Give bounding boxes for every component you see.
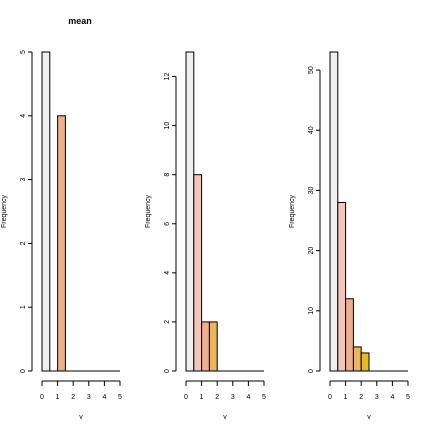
histogram-bar xyxy=(201,321,210,372)
x-tick-label: 2 xyxy=(71,394,75,401)
x-tick-label: 5 xyxy=(262,394,266,401)
histogram-bar xyxy=(352,346,362,372)
y-tick-label: 10 xyxy=(308,307,315,315)
histogram-bar xyxy=(360,352,370,372)
y-tick-label: 3 xyxy=(20,178,27,182)
x-tick-label: 3 xyxy=(231,394,235,401)
y-axis-label: Frequency xyxy=(289,194,296,228)
x-tick-label: 1 xyxy=(200,394,204,401)
y-tick-label: 50 xyxy=(308,66,315,74)
histogram-bar xyxy=(345,298,354,372)
histogram-bar xyxy=(57,115,66,372)
y-tick-label: 0 xyxy=(20,369,27,373)
x-tick-label: 4 xyxy=(102,394,106,401)
y-tick-label: 40 xyxy=(308,126,315,134)
histogram-bar xyxy=(337,201,347,372)
y-tick-label: 8 xyxy=(164,173,171,177)
x-axis-label: v xyxy=(367,414,371,421)
x-axis-label: v xyxy=(223,414,227,421)
y-axis-label: Frequency xyxy=(145,194,152,228)
x-tick-label: 0 xyxy=(184,394,188,401)
y-tick-label: 2 xyxy=(164,320,171,324)
y-tick-label: 5 xyxy=(20,50,27,54)
x-axis-label: v xyxy=(79,414,83,421)
y-tick-label: 0 xyxy=(308,369,315,373)
x-tick-label: 2 xyxy=(215,394,219,401)
x-tick-label: 3 xyxy=(375,394,379,401)
y-tick-label: 20 xyxy=(308,247,315,255)
histogram-bar xyxy=(208,321,218,372)
x-tick-label: 4 xyxy=(246,394,250,401)
x-tick-label: 0 xyxy=(328,394,332,401)
x-tick-label: 2 xyxy=(359,394,363,401)
x-tick-label: 0 xyxy=(40,394,44,401)
y-tick-label: 4 xyxy=(164,271,171,275)
y-axis-label: Frequency xyxy=(1,194,8,228)
histogram-bar xyxy=(185,51,195,372)
x-tick-label: 1 xyxy=(56,394,60,401)
histogram-bar xyxy=(193,174,203,372)
y-tick-label: 6 xyxy=(164,222,171,226)
y-tick-label: 4 xyxy=(20,114,27,118)
x-tick-label: 1 xyxy=(344,394,348,401)
histogram-bar xyxy=(329,51,339,372)
x-tick-label: 5 xyxy=(406,394,410,401)
y-tick-label: 0 xyxy=(164,369,171,373)
x-tick-label: 3 xyxy=(87,394,91,401)
y-tick-label: 12 xyxy=(164,73,171,81)
x-tick-label: 4 xyxy=(390,394,394,401)
histogram-panel-3: 0 10 20 30 40 50 Frequency 0 1 2 3 4 5 v xyxy=(289,51,410,421)
chart-title: mean xyxy=(68,16,92,26)
histogram-bar xyxy=(41,51,51,372)
x-tick-label: 5 xyxy=(118,394,122,401)
y-tick-label: 10 xyxy=(164,122,171,130)
y-tick-label: 30 xyxy=(308,186,315,194)
y-tick-label: 2 xyxy=(20,241,27,245)
histogram-panel-1: mean 0 1 2 3 4 5 Frequency 0 1 2 3 4 5 v xyxy=(1,16,122,421)
y-tick-label: 1 xyxy=(20,305,27,309)
